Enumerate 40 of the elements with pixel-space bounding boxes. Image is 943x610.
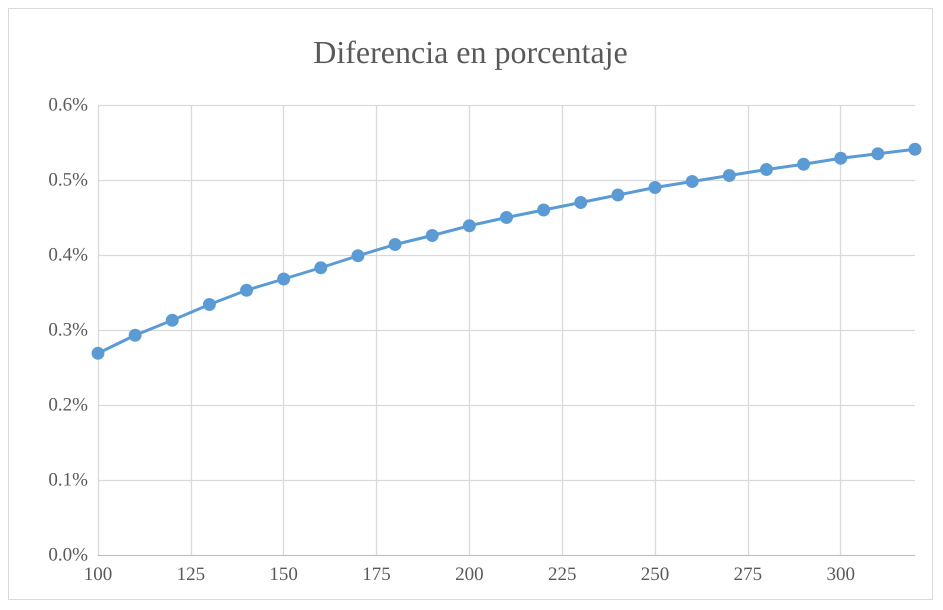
- x-tick-label: 150: [269, 564, 298, 585]
- x-tick-label: 275: [734, 564, 762, 585]
- y-tick-label: 0.5%: [48, 170, 88, 190]
- chart-title: Diferencia en porcentaje: [313, 34, 628, 70]
- point: [686, 175, 699, 188]
- x-tick-label: 125: [176, 564, 206, 585]
- point: [722, 169, 736, 182]
- point: [797, 158, 810, 171]
- point: [462, 219, 476, 232]
- point: [871, 147, 884, 160]
- point: [574, 196, 588, 209]
- y-tick-label: 0.0%: [48, 544, 88, 566]
- point: [834, 152, 848, 165]
- point: [648, 181, 662, 194]
- point: [760, 163, 773, 176]
- point: [351, 249, 364, 262]
- point: [128, 328, 142, 342]
- point: [426, 229, 439, 242]
- x-tick-label: 200: [455, 564, 484, 585]
- y-tick-label: 0.1%: [48, 470, 88, 490]
- point: [314, 261, 328, 274]
- x-tick-label: 250: [640, 564, 670, 585]
- point: [500, 211, 513, 224]
- point: [537, 204, 550, 216]
- point: [611, 188, 624, 202]
- y-tick-label: 0.6%: [48, 94, 88, 116]
- y-tick-label: 0.3%: [48, 320, 88, 340]
- y-tick-label: 0.4%: [48, 244, 88, 266]
- point: [277, 272, 290, 286]
- x-tick-label: 100: [84, 564, 112, 585]
- point: [202, 298, 216, 311]
- y-tick-label: 0.2%: [48, 394, 88, 416]
- point: [240, 284, 254, 297]
- x-tick-label: 300: [826, 564, 855, 585]
- point: [92, 346, 104, 360]
- point: [166, 314, 179, 327]
- point: [388, 238, 402, 251]
- point: [908, 142, 922, 156]
- x-tick-label: 175: [362, 564, 391, 585]
- x-tick-label: 225: [548, 564, 576, 585]
